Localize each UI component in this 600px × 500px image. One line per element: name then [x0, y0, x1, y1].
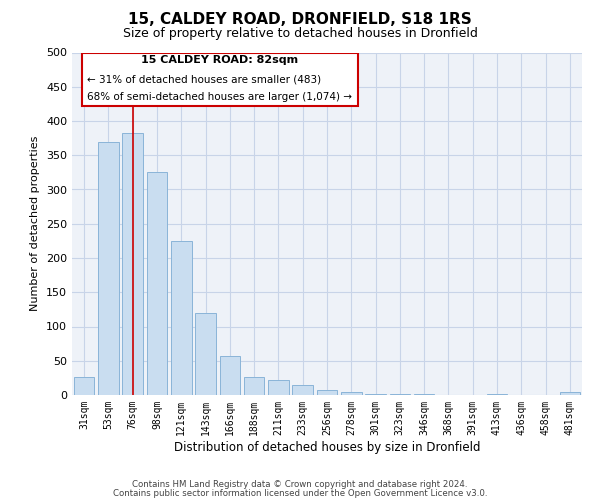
Text: Size of property relative to detached houses in Dronfield: Size of property relative to detached ho… [122, 28, 478, 40]
Bar [292, 384, 313, 395]
FancyBboxPatch shape [82, 52, 358, 106]
Text: 68% of semi-detached houses are larger (1,074) →: 68% of semi-detached houses are larger (… [88, 92, 352, 102]
Bar [560, 392, 580, 395]
Bar [341, 392, 362, 395]
Bar [98, 142, 119, 395]
Bar [74, 376, 94, 395]
Bar [220, 356, 240, 395]
Bar [195, 313, 216, 395]
Bar [122, 132, 143, 395]
Bar [146, 172, 167, 395]
Bar [487, 394, 508, 395]
Bar [244, 376, 265, 395]
Y-axis label: Number of detached properties: Number of detached properties [31, 136, 40, 312]
Bar [365, 394, 386, 395]
Text: Contains public sector information licensed under the Open Government Licence v3: Contains public sector information licen… [113, 488, 487, 498]
Text: 15, CALDEY ROAD, DRONFIELD, S18 1RS: 15, CALDEY ROAD, DRONFIELD, S18 1RS [128, 12, 472, 28]
Text: Contains HM Land Registry data © Crown copyright and database right 2024.: Contains HM Land Registry data © Crown c… [132, 480, 468, 489]
Bar [414, 394, 434, 395]
Bar [268, 380, 289, 395]
Bar [389, 394, 410, 395]
Bar [317, 390, 337, 395]
Text: 15 CALDEY ROAD: 82sqm: 15 CALDEY ROAD: 82sqm [142, 55, 298, 65]
Text: ← 31% of detached houses are smaller (483): ← 31% of detached houses are smaller (48… [88, 75, 322, 85]
Bar [171, 241, 191, 395]
X-axis label: Distribution of detached houses by size in Dronfield: Distribution of detached houses by size … [174, 440, 480, 454]
